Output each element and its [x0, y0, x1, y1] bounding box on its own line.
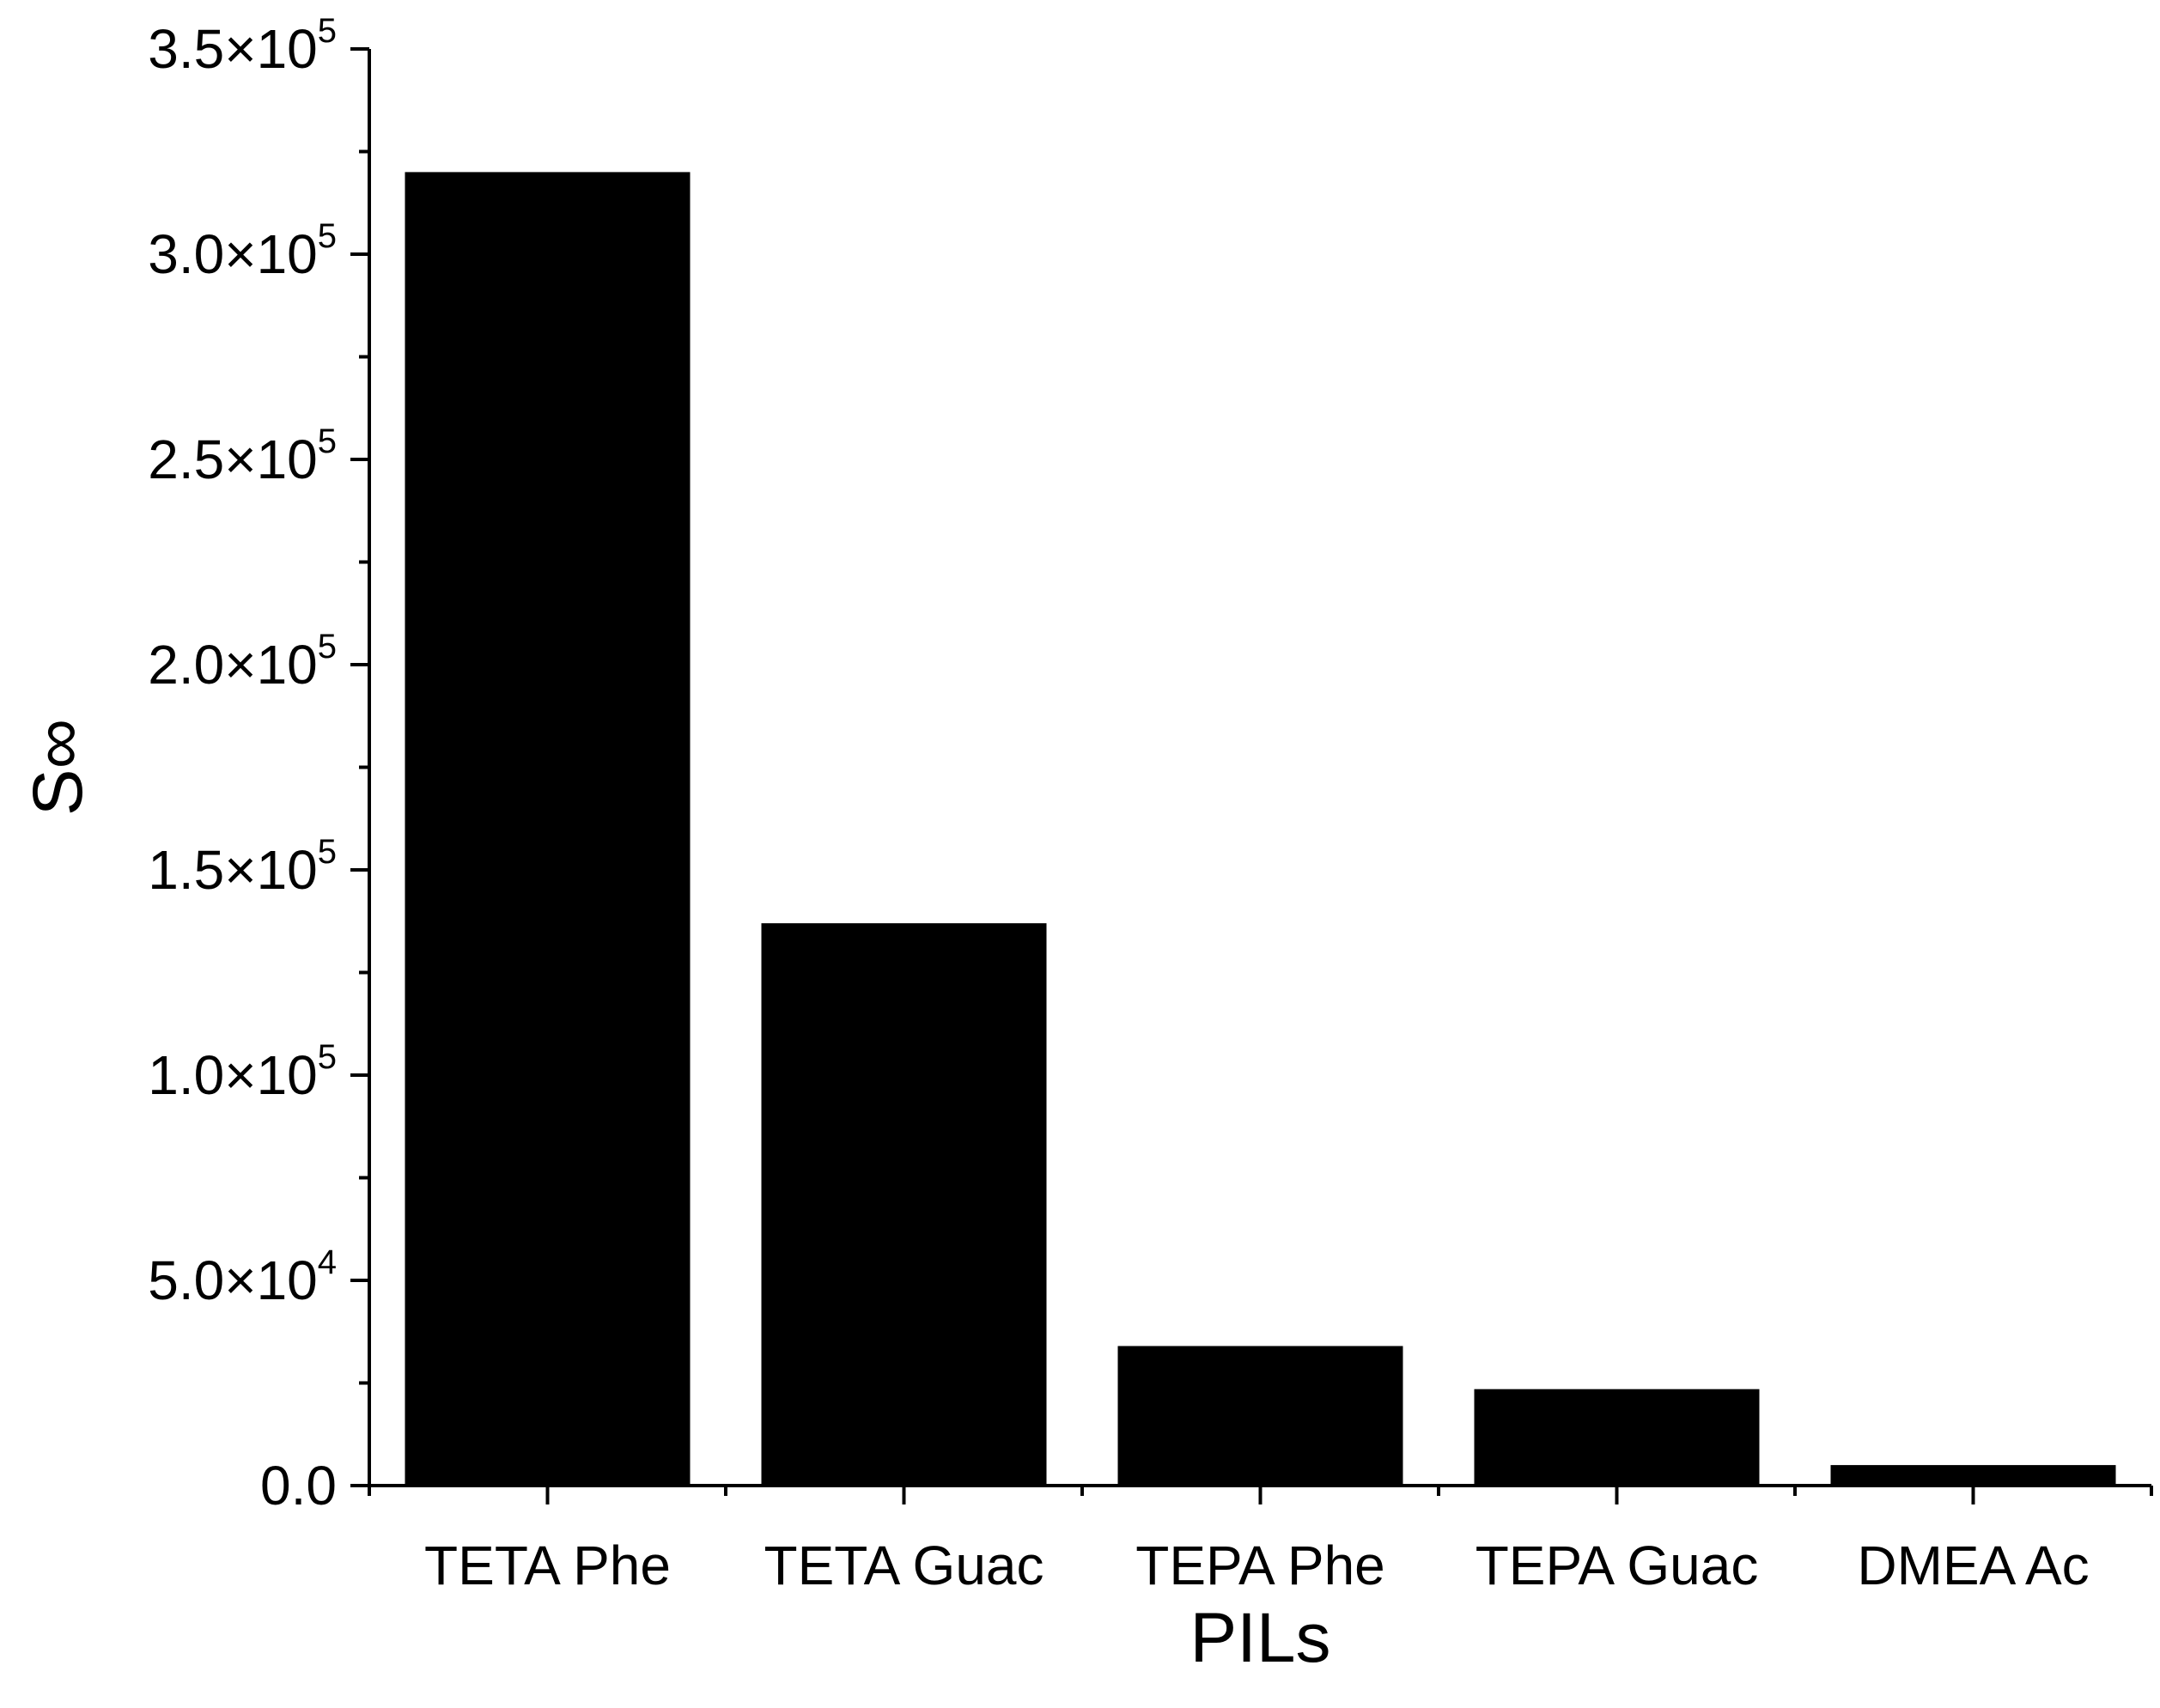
y-ticks-group: 0.05.0×1041.0×1051.5×1052.0×1052.5×1053.…	[148, 12, 369, 1517]
y-tick-mantissa: 1.0×10	[148, 1044, 318, 1106]
y-tick-mantissa: 3.0×10	[148, 223, 318, 285]
y-tick-exponent: 4	[318, 1243, 337, 1281]
y-tick-label: 3.0×105	[148, 217, 337, 285]
y-tick-exponent: 5	[318, 217, 337, 255]
x-category-label: TEPA Guac	[1475, 1535, 1759, 1596]
y-tick-mantissa: 2.0×10	[148, 634, 318, 696]
bar-teta-phe	[405, 172, 691, 1486]
x-category-label: TETA Phe	[424, 1535, 671, 1596]
y-tick-label: 2.0×105	[148, 628, 337, 696]
bar-tepa-phe	[1117, 1346, 1403, 1486]
y-tick-exponent: 5	[318, 833, 337, 871]
x-category-label: TEPA Phe	[1135, 1535, 1385, 1596]
y-tick-label: 2.5×105	[148, 422, 337, 490]
x-category-label: TETA Guac	[764, 1535, 1043, 1596]
bar-teta-guac	[761, 923, 1047, 1486]
y-tick-exponent: 5	[318, 628, 337, 666]
y-tick-exponent: 5	[318, 12, 337, 50]
bar-tepa-guac	[1474, 1389, 1760, 1486]
bars-group	[405, 172, 2116, 1486]
y-tick-label: 0.0	[260, 1455, 337, 1517]
bar-dmea-ac	[1830, 1465, 2116, 1486]
y-tick-exponent: 5	[318, 422, 337, 460]
y-tick-exponent: 5	[318, 1038, 337, 1076]
y-tick-label: 5.0×104	[148, 1243, 337, 1311]
y-tick-mantissa: 3.5×10	[148, 18, 318, 80]
x-axis-title: PILs	[1190, 1599, 1330, 1677]
x-ticks-group: TETA Phe TETA Guac TEPA Phe TEPA Guac DMEA A…	[368, 1486, 2153, 1596]
y-tick-mantissa: 0.0	[260, 1455, 337, 1517]
y-axis-title: S∞	[19, 719, 97, 816]
y-tick-mantissa: 1.5×10	[148, 839, 318, 901]
x-category-label: DMEA Ac	[1857, 1535, 2089, 1596]
y-tick-label: 1.0×105	[148, 1038, 337, 1106]
y-tick-mantissa: 5.0×10	[148, 1249, 318, 1311]
y-tick-mantissa: 2.5×10	[148, 429, 318, 490]
y-tick-label: 1.5×105	[148, 833, 337, 901]
y-tick-label: 3.5×105	[148, 12, 337, 80]
